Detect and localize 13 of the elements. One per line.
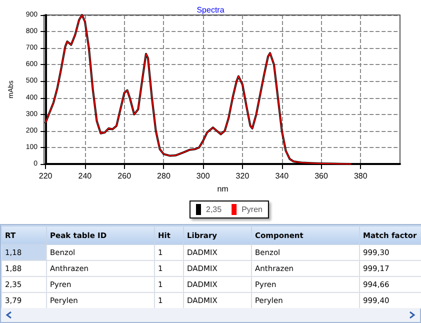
x-tick-label: 320 bbox=[236, 172, 250, 180]
x-tick-label: 240 bbox=[78, 172, 92, 180]
x-tick-label: 360 bbox=[314, 172, 328, 180]
x-tick-label: 340 bbox=[275, 172, 290, 180]
x-tick-label: 220 bbox=[38, 172, 53, 180]
chart-title: Spectra bbox=[196, 6, 225, 14]
x-tick-label: 300 bbox=[196, 172, 210, 180]
x-axis-title: nm bbox=[217, 184, 229, 194]
legend-label: 2,35 bbox=[206, 205, 222, 214]
x-tick-label: 260 bbox=[118, 172, 132, 180]
legend-label: Pyren bbox=[242, 205, 262, 214]
x-tick-label: 380 bbox=[354, 172, 368, 180]
x-tick-label: 280 bbox=[157, 172, 171, 180]
